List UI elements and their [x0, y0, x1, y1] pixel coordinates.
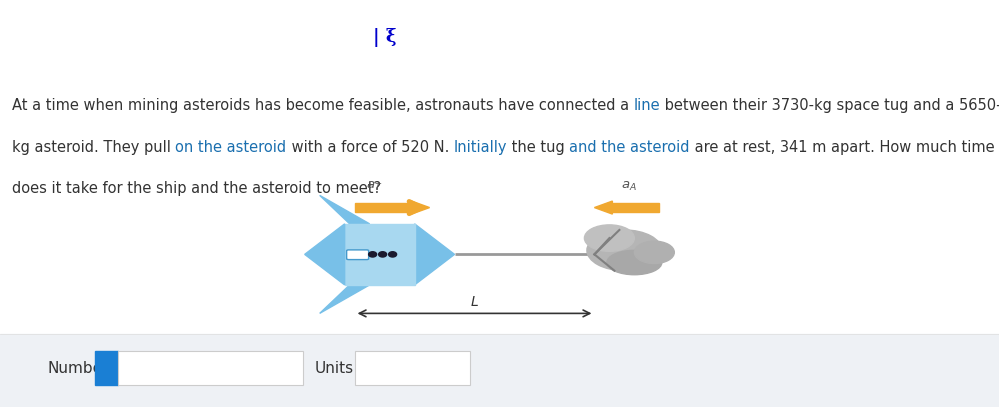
Polygon shape [320, 195, 370, 224]
Polygon shape [415, 224, 455, 285]
Ellipse shape [634, 241, 674, 264]
Text: Units: Units [315, 361, 354, 376]
Polygon shape [320, 285, 370, 313]
Bar [0, 334, 999, 407]
Text: between their 3730-kg space tug and a 5650-: between their 3730-kg space tug and a 56… [660, 98, 999, 113]
Text: line: line [633, 98, 660, 113]
Text: $L$: $L$ [471, 295, 479, 309]
Text: $a_A$: $a_A$ [621, 180, 637, 193]
Polygon shape [305, 224, 345, 285]
Text: kg asteroid. They pull: kg asteroid. They pull [12, 140, 176, 155]
Ellipse shape [369, 252, 377, 257]
Text: At a time when mining asteroids has become feasible, astronauts have connected a: At a time when mining asteroids has beco… [12, 98, 633, 113]
Text: does it take for the ship and the asteroid to meet?: does it take for the ship and the astero… [12, 181, 381, 196]
Polygon shape [412, 201, 430, 214]
Text: Initially: Initially [454, 140, 507, 155]
Text: i: i [104, 361, 109, 375]
Text: on the asteroid: on the asteroid [176, 140, 287, 155]
Ellipse shape [584, 225, 634, 251]
Ellipse shape [379, 252, 387, 257]
FancyBboxPatch shape [118, 351, 303, 385]
Text: v: v [454, 362, 462, 375]
FancyBboxPatch shape [355, 351, 470, 385]
Bar [95, 351, 118, 385]
Ellipse shape [587, 230, 662, 271]
Text: the tug: the tug [507, 140, 569, 155]
FancyBboxPatch shape [347, 250, 369, 260]
Ellipse shape [607, 250, 661, 275]
Text: Number: Number [48, 361, 110, 376]
Text: and the asteroid: and the asteroid [569, 140, 690, 155]
Ellipse shape [389, 252, 397, 257]
Bar [612, 203, 659, 212]
Bar [355, 203, 412, 212]
Bar [345, 224, 415, 285]
Text: | ξ: | ξ [373, 28, 397, 48]
Text: with a force of 520 N.: with a force of 520 N. [287, 140, 454, 155]
Text: are at rest, 341 m apart. How much time: are at rest, 341 m apart. How much time [690, 140, 995, 155]
Text: $a_T$: $a_T$ [367, 180, 383, 193]
Polygon shape [594, 201, 612, 214]
